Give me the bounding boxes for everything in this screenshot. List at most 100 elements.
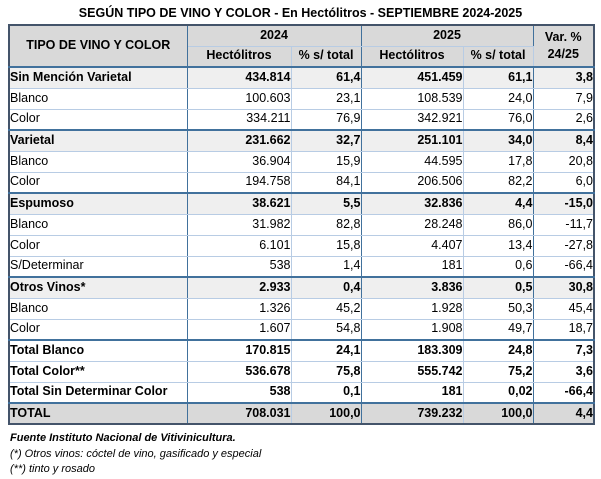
cell-2024-pct-total: 82,8 — [290, 213, 362, 236]
cell-2024-pct-total: 45,2 — [290, 297, 362, 320]
cell-var-pct: 6,0 — [532, 171, 595, 194]
table-row: Color 6.101 15,8 4.407 13,4 -27,8 — [8, 234, 595, 257]
cell-var-pct: -66,4 — [532, 381, 595, 404]
header-row-years: TIPO DE VINO Y COLOR 2024 2025 Var. % 24… — [8, 24, 595, 68]
cell-2025-pct-total: 4,4 — [462, 192, 534, 215]
table-row: Otros Vinos* 2.933 0,4 3.836 0,5 30,8 — [8, 276, 595, 299]
cell-var-pct: 45,4 — [532, 297, 595, 320]
table-row: TOTAL 708.031 100,0 739.232 100,0 4,4 — [8, 402, 595, 425]
cell-2024-hectolitros: 1.326 — [186, 297, 292, 320]
cell-2024-hectolitros: 538 — [186, 255, 292, 278]
cell-var-pct: -11,7 — [532, 213, 595, 236]
cell-var-pct: 18,7 — [532, 318, 595, 341]
row-label: Total Blanco — [8, 339, 188, 362]
row-label: Varietal — [8, 129, 188, 152]
cell-2024-hectolitros: 538 — [186, 381, 292, 404]
row-label: Otros Vinos* — [8, 276, 188, 299]
cell-2024-pct-total: 75,8 — [290, 360, 362, 383]
row-label: Color — [8, 318, 188, 341]
cell-var-pct: -66,4 — [532, 255, 595, 278]
cell-var-pct: 3,6 — [532, 360, 595, 383]
table-row: Espumoso 38.621 5,5 32.836 4,4 -15,0 — [8, 192, 595, 215]
cell-2024-pct-total: 32,7 — [290, 129, 362, 152]
cell-2024-pct-total: 54,8 — [290, 318, 362, 341]
cell-2024-hectolitros: 170.815 — [186, 339, 292, 362]
cell-2024-hectolitros: 194.758 — [186, 171, 292, 194]
cell-2024-hectolitros: 536.678 — [186, 360, 292, 383]
cell-2024-pct-total: 0,1 — [290, 381, 362, 404]
cell-2025-pct-total: 75,2 — [462, 360, 534, 383]
cell-2024-pct-total: 1,4 — [290, 255, 362, 278]
cell-2025-hectolitros: 206.506 — [360, 171, 464, 194]
cell-var-pct: -27,8 — [532, 234, 595, 257]
cell-2025-pct-total: 86,0 — [462, 213, 534, 236]
cell-2025-hectolitros: 1.908 — [360, 318, 464, 341]
cell-var-pct: 30,8 — [532, 276, 595, 299]
header-row-measures: Hectólitros % s/ total Hectólitros % s/ … — [9, 45, 594, 68]
row-label: TOTAL — [8, 402, 188, 425]
cell-2025-hectolitros: 555.742 — [360, 360, 464, 383]
year-2025-header: 2025 — [360, 24, 534, 47]
table-row: Varietal 231.662 32,7 251.101 34,0 8,4 — [8, 129, 595, 152]
cell-var-pct: -15,0 — [532, 192, 595, 215]
cell-2024-hectolitros: 100.603 — [186, 87, 292, 110]
cell-2025-hectolitros: 181 — [360, 381, 464, 404]
source-note: Fuente Instituto Nacional de Vitivinicul… — [10, 432, 236, 444]
cell-2025-pct-total: 76,0 — [462, 108, 534, 131]
cell-2025-hectolitros: 342.921 — [360, 108, 464, 131]
table-body: Sin Mención Varietal 434.814 61,4 451.45… — [8, 66, 595, 425]
row-label: Blanco — [8, 213, 188, 236]
table-row: Color 334.211 76,9 342.921 76,0 2,6 — [8, 108, 595, 131]
row-label: Total Color** — [8, 360, 188, 383]
table-row: Blanco 31.982 82,8 28.248 86,0 -11,7 — [8, 213, 595, 236]
cell-2025-hectolitros: 251.101 — [360, 129, 464, 152]
cell-2025-hectolitros: 451.459 — [360, 66, 464, 89]
cell-2024-pct-total: 100,0 — [290, 402, 362, 425]
var-pct-line1: Var. % — [544, 29, 582, 44]
year-2024-header: 2024 — [186, 24, 362, 47]
hectolitros-2025-header: Hectólitros — [360, 45, 464, 68]
cell-2024-pct-total: 84,1 — [290, 171, 362, 194]
row-label: Total Sin Determinar Color — [8, 381, 188, 404]
cell-2025-hectolitros: 44.595 — [360, 150, 464, 173]
cell-2025-hectolitros: 32.836 — [360, 192, 464, 215]
cell-2025-hectolitros: 4.407 — [360, 234, 464, 257]
table-row: Blanco 1.326 45,2 1.928 50,3 45,4 — [8, 297, 595, 320]
cell-2025-pct-total: 0,6 — [462, 255, 534, 278]
table-row: Total Sin Determinar Color 538 0,1 181 0… — [8, 381, 595, 404]
footnotes: Fuente Instituto Nacional de Vitivinicul… — [10, 432, 601, 475]
cell-2025-pct-total: 0,02 — [462, 381, 534, 404]
row-label: Blanco — [8, 297, 188, 320]
row-label: S/Determinar — [8, 255, 188, 278]
table-row: Blanco 36.904 15,9 44.595 17,8 20,8 — [8, 150, 595, 173]
cell-2025-hectolitros: 108.539 — [360, 87, 464, 110]
table-row: Total Blanco 170.815 24,1 183.309 24,8 7… — [8, 339, 595, 362]
corner-header: TIPO DE VINO Y COLOR — [8, 24, 188, 68]
cell-2025-pct-total: 24,8 — [462, 339, 534, 362]
row-label: Sin Mención Varietal — [8, 66, 188, 89]
cell-2025-hectolitros: 739.232 — [360, 402, 464, 425]
cell-2025-pct-total: 82,2 — [462, 171, 534, 194]
cell-2024-pct-total: 23,1 — [290, 87, 362, 110]
cell-2025-hectolitros: 3.836 — [360, 276, 464, 299]
table-row: S/Determinar 538 1,4 181 0,6 -66,4 — [8, 255, 595, 278]
var-pct-line2: 24/25 — [547, 47, 579, 61]
cell-2025-hectolitros: 181 — [360, 255, 464, 278]
cell-2025-pct-total: 50,3 — [462, 297, 534, 320]
table-row: Blanco 100.603 23,1 108.539 24,0 7,9 — [8, 87, 595, 110]
cell-var-pct: 7,9 — [532, 87, 595, 110]
cell-2024-hectolitros: 6.101 — [186, 234, 292, 257]
cell-2024-pct-total: 0,4 — [290, 276, 362, 299]
cell-var-pct: 4,4 — [532, 402, 595, 425]
row-label: Color — [8, 234, 188, 257]
cell-2025-pct-total: 100,0 — [462, 402, 534, 425]
row-label: Color — [8, 171, 188, 194]
cell-2024-pct-total: 15,9 — [290, 150, 362, 173]
table-row: Sin Mención Varietal 434.814 61,4 451.45… — [8, 66, 595, 89]
cell-2025-pct-total: 49,7 — [462, 318, 534, 341]
cell-2025-hectolitros: 183.309 — [360, 339, 464, 362]
cell-2024-hectolitros: 36.904 — [186, 150, 292, 173]
cell-2024-hectolitros: 38.621 — [186, 192, 292, 215]
cell-2025-pct-total: 0,5 — [462, 276, 534, 299]
